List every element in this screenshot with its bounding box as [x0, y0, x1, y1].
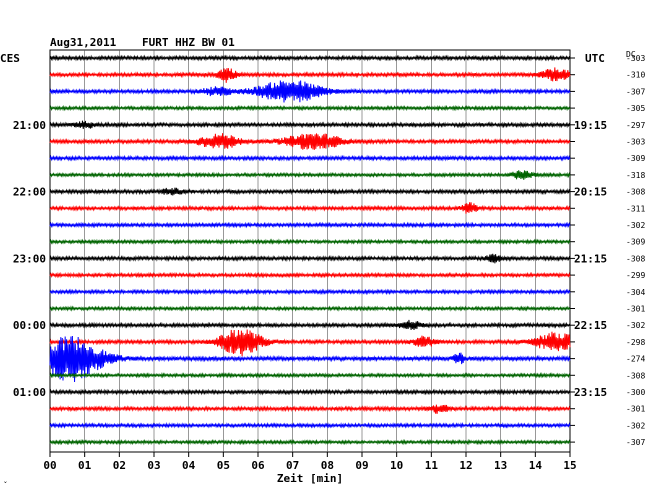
chart-date: Aug31,2011 — [50, 36, 117, 49]
seismic-trace-8 — [49, 187, 571, 196]
x-tick-label: 13 — [494, 459, 507, 472]
left-timezone-label: CES — [0, 52, 20, 65]
x-tick-label: 04 — [182, 459, 196, 472]
dc-offset-label: -309 — [626, 238, 645, 247]
x-tick-label: 14 — [529, 459, 543, 472]
x-tick-label: 11 — [425, 459, 439, 472]
x-tick-label: 08 — [321, 459, 334, 472]
right-time-label: 20:15 — [574, 186, 607, 199]
dc-offset-label: -298 — [626, 338, 645, 347]
x-tick-label: 10 — [390, 459, 403, 472]
seismic-trace-17 — [49, 329, 571, 357]
x-tick-label: 03 — [147, 459, 160, 472]
dc-offset-label: -305 — [626, 104, 645, 113]
right-time-label: 22:15 — [574, 319, 607, 332]
seismic-trace-3 — [49, 104, 571, 112]
right-timezone-label: UTC — [585, 52, 605, 65]
dc-offset-label: -302 — [626, 421, 645, 430]
seismic-trace-4 — [49, 120, 571, 129]
plot-frame — [49, 49, 571, 453]
seismic-trace-6 — [49, 154, 571, 162]
right-time-label: 23:15 — [574, 386, 607, 399]
corner-mark: ˇ — [3, 480, 8, 490]
chart-station: FURT HHZ BW 01 — [142, 36, 235, 49]
x-tick-label: 15 — [563, 459, 576, 472]
seismic-trace-13 — [49, 271, 571, 279]
seismic-trace-12 — [49, 253, 571, 264]
seismic-trace-19 — [49, 371, 571, 379]
dc-offset-label: -307 — [626, 438, 645, 447]
seismic-trace-9 — [49, 202, 571, 214]
seismic-trace-0 — [49, 54, 571, 62]
dc-offset-label: -309 — [626, 154, 645, 163]
seismic-trace-15 — [49, 305, 571, 312]
dc-offset-label: -301 — [626, 405, 645, 414]
x-tick-label: 00 — [43, 459, 56, 472]
dc-offset-label: -304 — [626, 288, 645, 297]
dc-offset-label: -302 — [626, 321, 645, 330]
x-axis-label: Zeit [min] — [277, 472, 343, 485]
dc-offset-label: -311 — [626, 204, 645, 213]
seismic-trace-20 — [49, 388, 571, 396]
dc-offset-label: -299 — [626, 271, 645, 280]
left-time-label: 21:00 — [13, 119, 46, 132]
left-time-label: 22:00 — [13, 186, 46, 199]
seismic-trace-5 — [49, 133, 571, 150]
left-time-label: 00:00 — [13, 319, 46, 332]
dc-offset-label: -303 — [626, 54, 645, 63]
seismic-trace-10 — [49, 221, 571, 229]
right-time-label: 19:15 — [574, 119, 607, 132]
dc-offset-label: -308 — [626, 188, 645, 197]
dc-offset-label: -297 — [626, 121, 645, 130]
seismic-trace-23 — [49, 438, 571, 446]
seismic-trace-7 — [49, 170, 571, 180]
x-tick-label: 01 — [78, 459, 92, 472]
dc-offset-label: -308 — [626, 371, 645, 380]
right-time-label: 21:15 — [574, 252, 607, 265]
dc-offset-label: -302 — [626, 221, 645, 230]
dc-offset-label: -300 — [626, 388, 645, 397]
seismic-trace-1 — [49, 67, 571, 83]
x-tick-label: 06 — [251, 459, 265, 472]
seismic-trace-16 — [49, 319, 571, 331]
seismic-trace-11 — [49, 238, 571, 245]
seismic-trace-2 — [49, 80, 571, 103]
seismic-trace-21 — [49, 404, 571, 414]
seismic-trace-18 — [49, 335, 571, 382]
dc-offset-label: -274 — [626, 355, 645, 364]
seismic-trace-22 — [49, 421, 571, 429]
x-tick-label: 02 — [113, 459, 126, 472]
dc-offset-label: -307 — [626, 87, 645, 96]
x-tick-label: 05 — [217, 459, 230, 472]
x-tick-label: 12 — [459, 459, 472, 472]
seismic-trace-14 — [49, 288, 571, 296]
dc-header-label: DC — [626, 50, 636, 59]
left-time-label: 23:00 — [13, 252, 46, 265]
dc-offset-label: -301 — [626, 305, 645, 314]
x-tick-label: 07 — [286, 459, 299, 472]
dc-offset-label: -310 — [626, 71, 645, 80]
dc-offset-label: -303 — [626, 138, 645, 147]
dc-offset-label: -318 — [626, 171, 645, 180]
dc-offset-label: -308 — [626, 254, 645, 263]
x-tick-label: 09 — [355, 459, 368, 472]
left-time-label: 01:00 — [13, 386, 46, 399]
